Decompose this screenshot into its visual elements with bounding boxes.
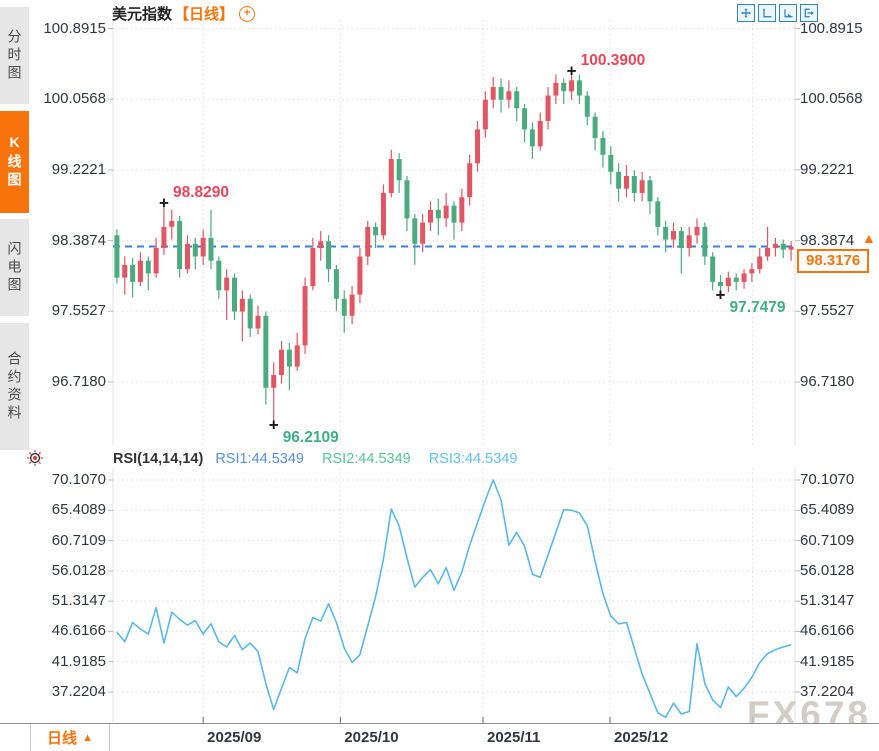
chart-toolbar	[737, 4, 818, 22]
candles-group	[114, 70, 794, 425]
right-axis-tick: 97.5527	[800, 302, 855, 320]
left-axis-tick: 51.3147	[51, 592, 106, 610]
left-axis-tick: 99.2221	[51, 160, 106, 178]
left-axis-tick: 97.5527	[51, 302, 106, 320]
left-axis-tick: 37.2204	[51, 683, 106, 700]
right-axis-tick: 100.0568	[800, 90, 863, 108]
left-axis-tick: 65.4089	[51, 501, 106, 519]
rsi2-value: RSI2:44.5349	[322, 451, 411, 467]
left-axis-tick: 100.0568	[43, 90, 106, 108]
y-axis-zoom-icon[interactable]	[758, 4, 776, 22]
move-icon[interactable]	[737, 4, 755, 22]
right-axis-tick: 98.3874	[800, 231, 855, 249]
price-marker-plus: +	[716, 285, 726, 304]
left-axis-tick: 60.7109	[51, 531, 106, 549]
right-axis-tick: 46.6166	[800, 622, 855, 640]
time-axis-bar: 日线 ▲ 2025/09 2025/10 2025/11 2025/12	[0, 723, 879, 751]
price-marker-plus: +	[159, 194, 169, 213]
rsi3-value: RSI3:44.5349	[428, 451, 518, 467]
rsi-legend: RSI(14,14,14) RSI1:44.5349 RSI2:44.5349 …	[113, 451, 517, 467]
right-axis-tick: 99.2221	[800, 160, 855, 178]
price-up-arrow-icon: ▲	[862, 230, 876, 246]
price-annotation: 97.7479	[730, 299, 786, 316]
indicator-settings-icon[interactable]	[26, 449, 44, 472]
sidebar-item-1[interactable]: 分时图	[0, 7, 29, 104]
left-axis-tick: 46.6166	[51, 622, 106, 640]
right-price-axis: 100.8915 100.0568 99.2221 98.3874 97.5527 96.…	[799, 0, 879, 751]
x-axis-zoom-icon[interactable]	[779, 4, 797, 22]
month-label: 2025/11	[487, 729, 541, 746]
right-axis-tick: 65.4089	[800, 501, 855, 519]
add-indicator-icon[interactable]: +	[239, 5, 256, 22]
period-up-arrow-icon: ▲	[82, 731, 93, 744]
price-annotation: 98.8290	[173, 184, 229, 201]
price-marker-plus: +	[269, 415, 279, 434]
month-label: 2025/12	[613, 729, 669, 746]
right-axis-tick: 37.2204	[800, 683, 855, 700]
chart-type-sidebar: 分时图 K线图闪电图合约资料	[0, 0, 30, 751]
price-annotation: 96.2109	[283, 429, 339, 446]
period-label: 日线	[47, 730, 78, 747]
month-label: 2025/10	[344, 729, 399, 746]
right-axis-tick: 41.9185	[800, 652, 855, 670]
left-axis-tick: 98.3874	[51, 231, 106, 249]
rsi-indicator-name: RSI(14,14,14)	[113, 451, 204, 467]
left-price-axis: 100.8915 100.0568 99.2221 98.3874 97.5527 96.…	[30, 0, 110, 751]
sidebar-item-3[interactable]: 闪电图	[0, 219, 29, 316]
period-selector[interactable]: 日线 ▲	[30, 724, 110, 751]
sidebar-item-2[interactable]: K线图	[0, 111, 29, 213]
left-axis-tick: 100.8915	[43, 19, 106, 37]
period-tag: 【日线】	[174, 6, 235, 23]
sidebar-item-4[interactable]: 合约资料	[0, 323, 29, 450]
left-axis-tick: 41.9185	[51, 652, 106, 670]
month-label: 2025/09	[207, 729, 262, 746]
left-axis-tick: 70.1070	[51, 471, 106, 488]
price-marker-plus: +	[567, 61, 577, 80]
right-axis-tick: 60.7109	[800, 531, 855, 549]
left-axis-tick: 56.0128	[51, 561, 106, 579]
current-price-tag: 98.3176	[797, 248, 870, 273]
right-axis-tick: 51.3147	[800, 592, 855, 610]
left-axis-tick: 96.7180	[51, 373, 106, 390]
right-axis-tick: 100.8915	[800, 19, 863, 37]
symbol-name: 美元指数	[112, 6, 173, 23]
rsi-line	[116, 479, 792, 719]
price-annotation: 100.3900	[581, 52, 646, 69]
chart-title-row: 美元指数 【日线】 +	[112, 3, 256, 24]
right-axis-tick: 56.0128	[800, 561, 855, 579]
right-axis-tick: 96.7180	[800, 373, 855, 390]
right-axis-tick: 70.1070	[800, 471, 855, 488]
pan-right-icon[interactable]	[800, 4, 818, 22]
rsi1-value: RSI1:44.5349	[215, 451, 304, 467]
